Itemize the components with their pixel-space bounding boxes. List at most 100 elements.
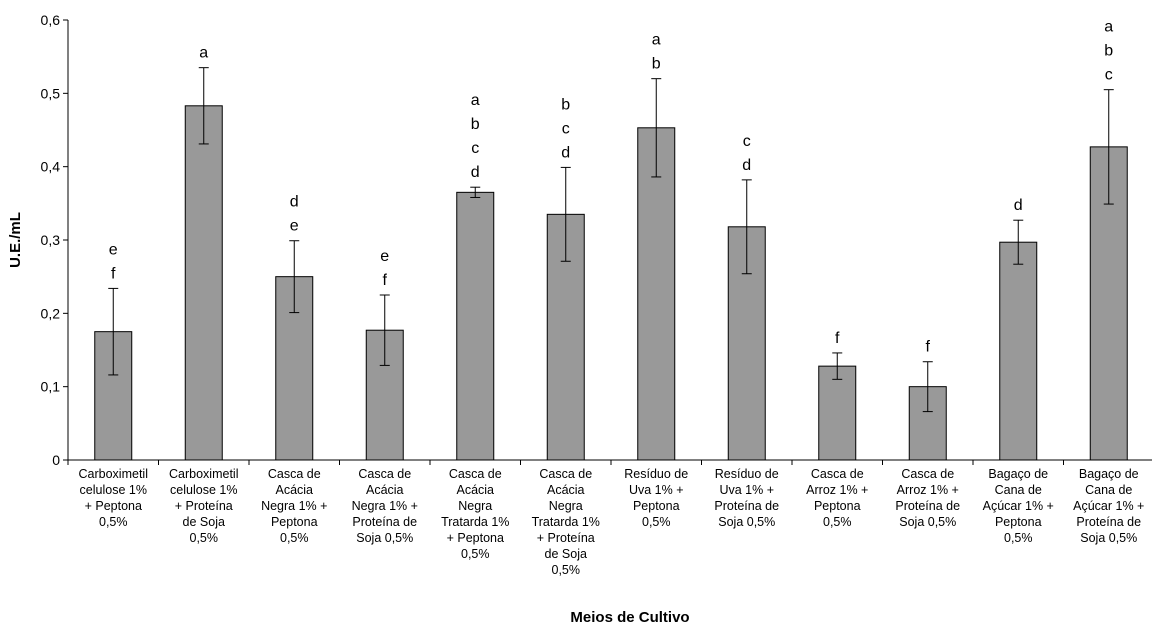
x-tick-label: Negra: [458, 499, 492, 513]
x-tick-label: Uva 1% +: [629, 483, 684, 497]
x-tick-label: 0,5%: [642, 515, 671, 529]
x-tick-label: Negra 1% +: [261, 499, 327, 513]
x-tick-label: Proteína de: [714, 499, 779, 513]
x-tick-label: Açúcar 1% +: [1073, 499, 1144, 513]
error-bars: [108, 67, 1114, 413]
x-tick-label: Acácia: [547, 483, 585, 497]
x-tick-label: Acácia: [456, 483, 494, 497]
x-tick-label: 0,5%: [190, 531, 219, 545]
x-tick-label: 0,5%: [280, 531, 309, 545]
y-tick-label: 0,2: [41, 305, 61, 321]
x-tick-label: Casca de: [268, 467, 321, 481]
x-tick-label: Casca de: [539, 467, 592, 481]
x-tick-label: Soja 0,5%: [899, 515, 956, 529]
significance-letter: a: [1104, 19, 1113, 36]
labels: 00,10,20,30,40,50,6efCarboximetilcelulos…: [41, 12, 1145, 577]
significance-letter: b: [1104, 43, 1113, 60]
significance-letter: d: [290, 194, 299, 211]
x-tick-label: Resíduo de: [715, 467, 779, 481]
bar: [999, 241, 1038, 461]
significance-letter: e: [380, 248, 389, 265]
x-tick-label: Cana de: [995, 483, 1042, 497]
x-tick-label: + Peptona: [85, 499, 142, 513]
x-tick-label: Bagaço de: [988, 467, 1048, 481]
significance-letter: a: [652, 32, 661, 49]
significance-letter: e: [109, 241, 118, 258]
y-tick-label: 0,4: [41, 159, 61, 175]
y-tick-label: 0: [52, 452, 60, 468]
significance-letter: c: [471, 140, 479, 157]
x-tick-label: 0,5%: [552, 563, 581, 577]
x-tick-label: Peptona: [271, 515, 318, 529]
x-tick-label: Peptona: [814, 499, 861, 513]
significance-letter: a: [199, 45, 208, 62]
significance-letter: d: [471, 164, 480, 181]
x-tick-label: Soja 0,5%: [1080, 531, 1137, 545]
x-tick-label: 0,5%: [823, 515, 852, 529]
significance-letter: b: [471, 116, 480, 133]
significance-letter: b: [652, 56, 661, 73]
x-tick-label: Casca de: [901, 467, 954, 481]
significance-letter: b: [561, 96, 570, 113]
significance-letter: a: [471, 92, 480, 109]
x-tick-label: Tratarda 1%: [532, 515, 600, 529]
x-tick-label: + Proteína: [537, 531, 595, 545]
significance-letter: d: [561, 144, 570, 161]
bar: [184, 105, 223, 461]
significance-letter: c: [562, 120, 570, 137]
y-tick-label: 0,1: [41, 379, 61, 395]
x-tick-label: 0,5%: [99, 515, 128, 529]
significance-letter: d: [742, 157, 751, 174]
x-tick-label: 0,5%: [461, 547, 490, 561]
x-tick-label: 0,5%: [1004, 531, 1033, 545]
bar: [456, 191, 495, 461]
x-tick-label: Acácia: [275, 483, 313, 497]
y-tick-label: 0,5: [41, 85, 61, 101]
x-tick-label: Casca de: [811, 467, 864, 481]
x-tick-label: Açúcar 1% +: [983, 499, 1054, 513]
x-tick-label: Peptona: [633, 499, 680, 513]
significance-letter: f: [111, 265, 116, 282]
x-tick-label: celulose 1%: [170, 483, 237, 497]
x-tick-label: de Soja: [183, 515, 225, 529]
significance-letter: f: [926, 339, 931, 356]
x-tick-label: Carboximetil: [79, 467, 148, 481]
x-tick-label: Acácia: [366, 483, 404, 497]
significance-letter: c: [1105, 67, 1113, 84]
x-tick-label: Arroz 1% +: [897, 483, 959, 497]
x-tick-label: + Peptona: [447, 531, 504, 545]
significance-letter: f: [835, 330, 840, 347]
x-tick-label: Peptona: [995, 515, 1042, 529]
x-tick-label: Arroz 1% +: [806, 483, 868, 497]
x-tick-label: Soja 0,5%: [718, 515, 775, 529]
significance-letter: e: [290, 218, 299, 235]
y-tick-label: 0,3: [41, 232, 61, 248]
x-tick-label: Uva 1% +: [719, 483, 774, 497]
bars: [94, 105, 1128, 461]
x-tick-label: Negra: [549, 499, 583, 513]
x-tick-label: celulose 1%: [80, 483, 147, 497]
x-tick-label: Carboximetil: [169, 467, 238, 481]
x-tick-label: de Soja: [545, 547, 587, 561]
x-tick-label: Tratarda 1%: [441, 515, 509, 529]
significance-letter: d: [1014, 197, 1023, 214]
x-tick-label: Casca de: [358, 467, 411, 481]
y-axis-title: U.E./mL: [7, 212, 24, 268]
bar: [818, 365, 857, 461]
significance-letter: f: [383, 272, 388, 289]
x-tick-label: Proteína de: [1076, 515, 1141, 529]
y-tick-label: 0,6: [41, 12, 61, 28]
x-tick-label: Proteína de: [895, 499, 960, 513]
significance-letter: c: [743, 133, 751, 150]
x-axis-title: Meios de Cultivo: [570, 609, 689, 626]
x-tick-label: Cana de: [1085, 483, 1132, 497]
axes: [63, 19, 1152, 465]
x-tick-label: Soja 0,5%: [356, 531, 413, 545]
x-tick-label: Resíduo de: [624, 467, 688, 481]
x-tick-label: + Proteína: [175, 499, 233, 513]
bar: [637, 127, 676, 461]
x-tick-label: Proteína de: [352, 515, 417, 529]
x-tick-label: Bagaço de: [1079, 467, 1139, 481]
x-tick-label: Negra 1% +: [352, 499, 418, 513]
